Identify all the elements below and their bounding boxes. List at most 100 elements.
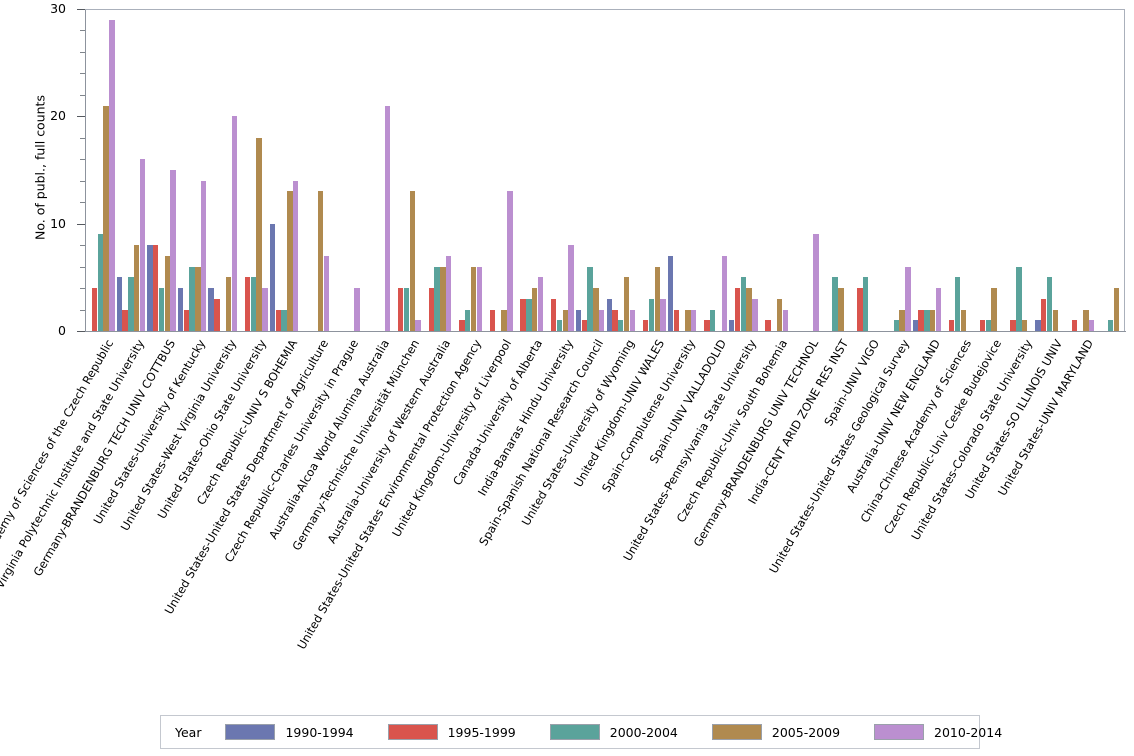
bar [1088,320,1095,331]
bar [158,288,165,331]
bar [709,309,716,331]
bar [599,309,605,331]
bar [134,245,140,331]
bar [91,288,98,331]
bar [409,191,415,331]
bar [415,320,421,331]
bar [269,223,276,331]
legend-label: 2010-2014 [934,724,1003,740]
bar [323,255,329,331]
legend-swatch [387,724,438,740]
bar [581,320,588,331]
bar [556,320,563,331]
legend-label: 1990-1994 [285,724,354,740]
y-tick-minor [80,245,85,247]
legend-swatch [549,724,600,740]
bar [991,288,997,331]
bar [629,309,636,331]
legend-entry[interactable]: 2010-2014 [874,724,1002,740]
legend-entry[interactable]: 1995-1999 [387,724,516,740]
bar [507,191,513,331]
bar [1016,266,1022,331]
bar [954,277,961,331]
y-tick-label: 30 [50,1,66,16]
y-tick-major [77,9,85,10]
bar [153,245,159,331]
bar [128,277,134,331]
legend-entries: 1990-1994 1995-1999 2000-2004 2005-2009 2010… [225,724,1036,740]
bar [501,309,507,331]
bar [103,105,109,331]
y-tick-minor [80,266,85,268]
bar [690,309,697,331]
bar [1107,320,1114,331]
bar [685,309,691,331]
bar [838,288,844,331]
bar [721,255,727,331]
bar [189,266,195,331]
bar [568,245,574,331]
bar [623,277,630,331]
bar [403,288,410,331]
bar [734,288,741,331]
bar [648,298,655,331]
bar [1010,320,1016,331]
bar [116,277,123,331]
bar [275,309,281,331]
bar [660,298,666,331]
bar [740,277,746,331]
x-tick-label: Germany-BRANDENBURG TECH UNIV COTTBUS [30,337,178,579]
bar [1035,320,1041,331]
bar [728,320,735,331]
y-axis-line [85,9,86,332]
bar [782,309,789,331]
y-tick-minor [80,202,85,204]
bar [606,298,612,331]
legend-entry[interactable]: 2005-2009 [711,724,840,740]
legend-entry[interactable]: 2000-2004 [549,724,678,740]
x-tick-label-wrap: Czech Republic-Univ Ceske Budejovice [881,337,1004,537]
bar [97,234,103,331]
bar [397,288,404,331]
bar [979,320,986,331]
bar [1071,320,1077,331]
y-tick-major [77,223,85,225]
bar [813,234,819,331]
bar [459,320,465,331]
bar [642,320,649,331]
bar [612,309,618,331]
y-tick-label: 10 [50,215,66,231]
bar [446,255,452,331]
bar [949,320,955,331]
y-tick-minor [80,94,85,96]
bar [208,288,214,331]
y-tick-minor [80,30,85,32]
bar [428,288,434,331]
legend-entry[interactable]: 1990-1994 [225,724,354,740]
bar [537,277,544,331]
legend-swatch [711,724,762,740]
bar [985,320,991,331]
bar [918,309,924,331]
legend: Year 1990-1994 1995-1999 2000-2004 2005-200… [160,715,1002,749]
bar [704,320,710,331]
bar [317,191,324,331]
bar [183,309,190,331]
bar [935,288,942,331]
bar [244,277,251,331]
bar [109,19,115,331]
x-tick-label-wrap: Germany-BRANDENBURG TECH UNIV COTTBUS [30,337,178,579]
bar [434,266,440,331]
bar [930,309,936,331]
bar [225,277,232,331]
bar [899,309,905,331]
legend-title: Year [175,724,202,740]
bar [863,277,869,331]
bar [532,288,538,331]
y-tick-minor [80,137,85,139]
bar [1113,288,1120,331]
bar [164,255,171,331]
y-tick-minor [80,159,85,161]
y-tick-major [77,116,85,118]
